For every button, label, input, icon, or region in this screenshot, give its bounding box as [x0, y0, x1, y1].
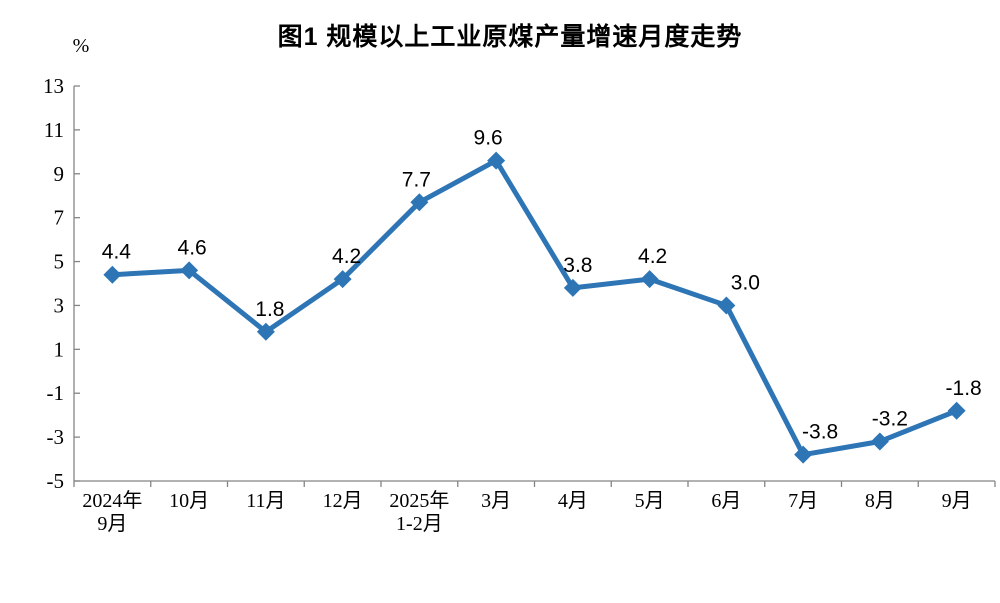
y-tick-label: 5	[54, 250, 65, 274]
data-point-label: 3.8	[563, 254, 592, 277]
data-point-marker	[563, 278, 582, 297]
x-axis-label: 9月	[97, 513, 127, 535]
x-axis-label: 8月	[865, 490, 895, 512]
y-tick-label: 9	[54, 162, 65, 186]
axis-lines	[73, 86, 995, 482]
data-point-marker	[103, 265, 122, 284]
y-axis-unit-label: %	[73, 35, 90, 57]
data-point-marker	[870, 432, 889, 451]
y-tick-label: -5	[47, 469, 65, 493]
x-axis-label: 2025年	[389, 489, 449, 512]
y-tick-label: 11	[44, 118, 64, 142]
x-axis-label: 7月	[788, 490, 818, 512]
x-axis-label: 9月	[942, 490, 972, 512]
data-point-label: 4.2	[332, 245, 361, 268]
data-point-label: 1.8	[255, 298, 284, 321]
x-axis-label: 2024年	[82, 489, 142, 512]
y-tick-label: -1	[47, 381, 65, 405]
data-point-marker	[947, 401, 966, 420]
data-point-label: 4.2	[638, 245, 667, 268]
data-point-label: 4.4	[102, 241, 132, 264]
chart-title: 图1 规模以上工业原煤产量增速月度走势	[278, 22, 743, 51]
y-tick-label: 3	[54, 293, 65, 317]
data-point-label: -3.8	[802, 421, 838, 444]
y-tick-label: -3	[47, 425, 65, 449]
x-axis-label: 12月	[323, 490, 363, 512]
y-tick-label: 13	[43, 74, 64, 98]
data-point-label: -3.2	[872, 408, 908, 431]
series-line	[109, 158, 960, 458]
data-point-label: 3.0	[731, 271, 760, 294]
data-point-label: 7.7	[402, 168, 431, 191]
data-point-label: 9.6	[474, 127, 503, 150]
x-axis-label: 11月	[246, 490, 285, 512]
x-axis-label: 5月	[635, 490, 665, 512]
data-point-marker	[487, 151, 506, 170]
data-point-marker	[180, 261, 199, 280]
data-point-marker	[333, 270, 352, 289]
data-point-marker	[410, 193, 429, 212]
x-axis-label: 1-2月	[396, 513, 443, 535]
y-tick-label: 1	[54, 337, 65, 361]
x-axis-label: 3月	[481, 490, 511, 512]
x-axis-label: 6月	[711, 490, 741, 512]
data-point-label: 4.6	[178, 236, 207, 259]
y-tick-label: 7	[54, 206, 65, 230]
x-axis-label: 10月	[169, 490, 209, 512]
data-point-label: -1.8	[946, 377, 982, 400]
data-point-marker	[256, 322, 275, 341]
x-axis-label: 4月	[558, 490, 588, 512]
data-point-marker	[794, 445, 813, 464]
data-point-marker	[640, 270, 659, 289]
data-point-marker	[717, 296, 736, 315]
